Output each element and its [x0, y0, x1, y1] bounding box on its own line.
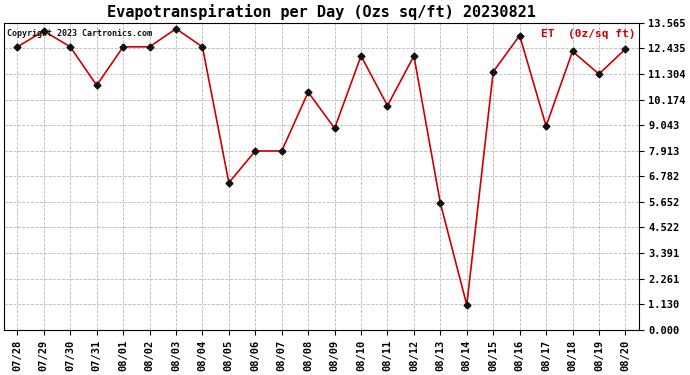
Text: Copyright 2023 Cartronics.com: Copyright 2023 Cartronics.com: [8, 29, 152, 38]
Title: Evapotranspiration per Day (Ozs sq/ft) 20230821: Evapotranspiration per Day (Ozs sq/ft) 2…: [107, 4, 536, 20]
Text: ET  (0z/sq ft): ET (0z/sq ft): [541, 29, 635, 39]
